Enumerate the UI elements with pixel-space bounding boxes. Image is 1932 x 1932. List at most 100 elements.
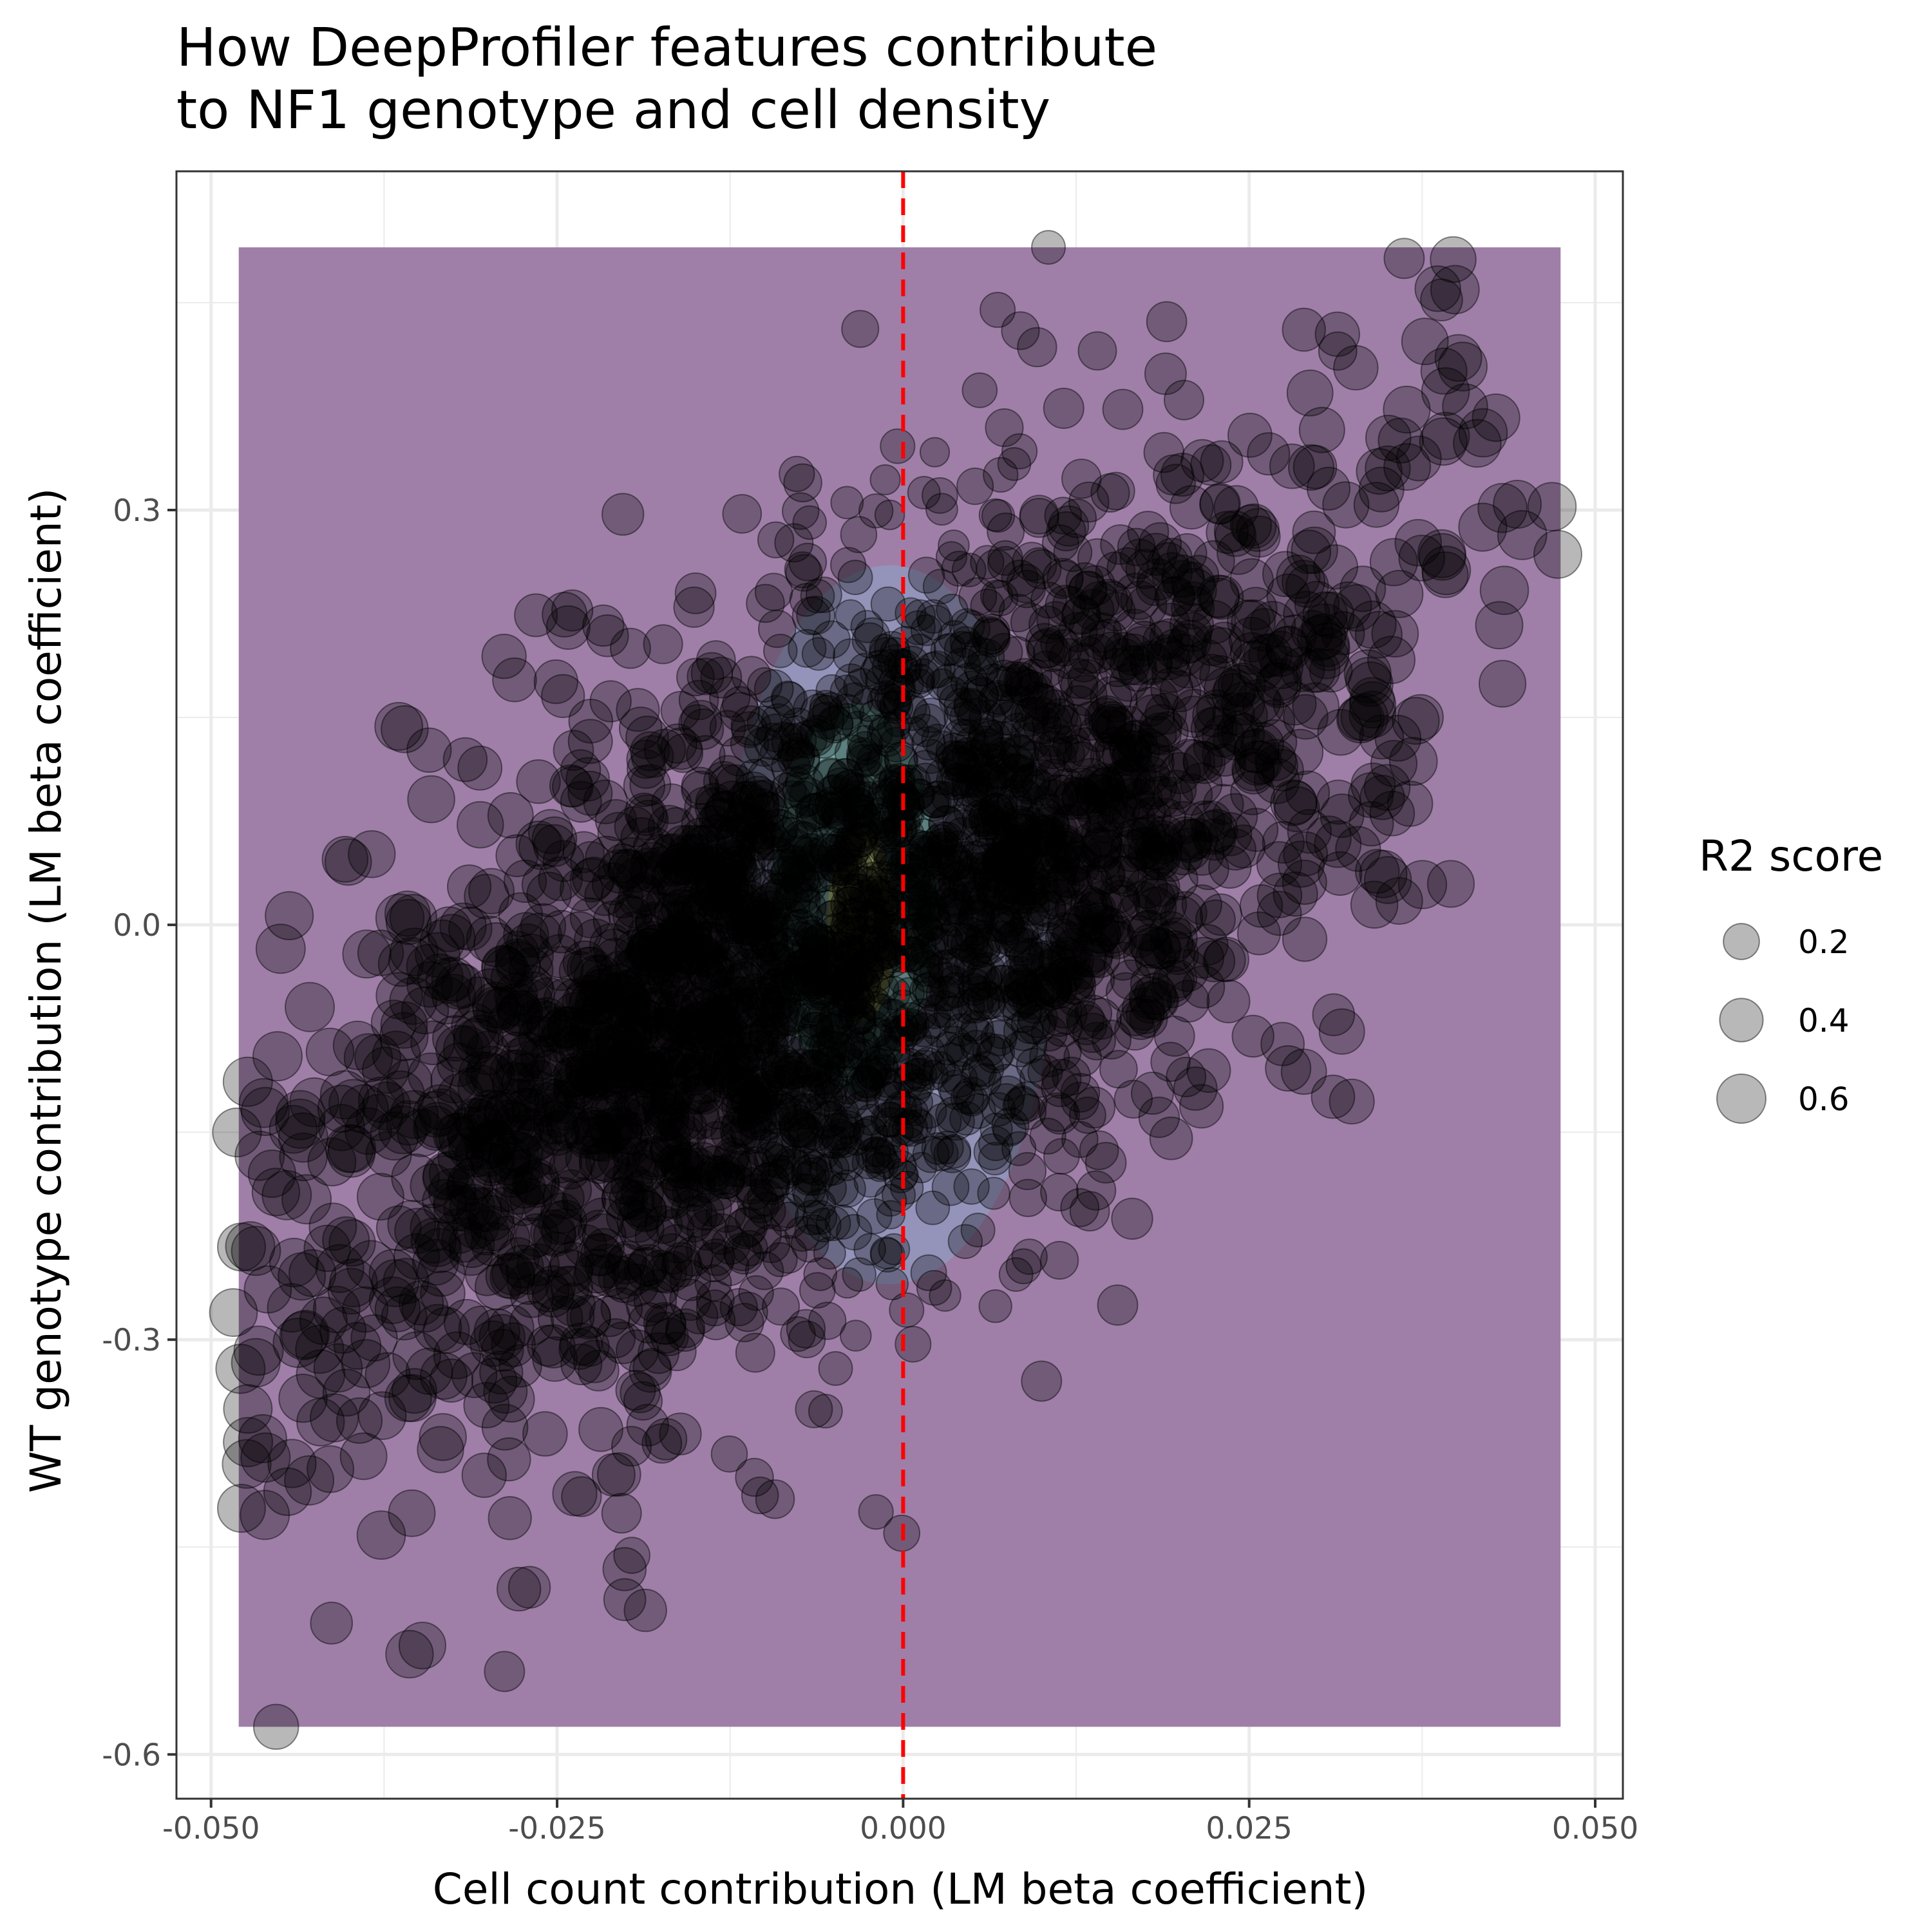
data-point — [483, 1369, 528, 1414]
data-point — [947, 1224, 983, 1260]
data-point — [1094, 726, 1137, 769]
data-point — [1007, 569, 1046, 609]
data-point — [738, 1084, 777, 1124]
x-tick-label: 0.000 — [860, 1811, 947, 1846]
y-tick-label: -0.6 — [102, 1738, 161, 1773]
data-point — [931, 924, 963, 956]
y-tick-label: 0.0 — [113, 908, 161, 943]
data-point — [1117, 645, 1157, 686]
data-point — [488, 1153, 533, 1198]
data-point — [793, 1178, 829, 1214]
data-point — [1203, 784, 1244, 825]
data-point — [1417, 529, 1466, 578]
data-point — [1029, 1117, 1066, 1155]
data-point — [1135, 835, 1179, 878]
data-point — [596, 1452, 641, 1497]
data-point — [985, 684, 1024, 723]
data-point — [918, 1059, 949, 1090]
data-point — [375, 893, 425, 943]
data-point — [522, 1411, 568, 1457]
data-point — [609, 627, 651, 669]
data-point — [447, 1113, 494, 1160]
data-point — [875, 914, 908, 947]
data-point — [585, 1137, 630, 1183]
data-point — [724, 960, 762, 998]
data-point — [634, 1046, 674, 1086]
data-point — [736, 1179, 777, 1220]
data-point — [611, 1012, 654, 1055]
data-point — [967, 981, 1006, 1020]
data-point — [726, 958, 765, 997]
data-point — [621, 998, 665, 1041]
data-point — [533, 824, 576, 867]
data-point — [1353, 482, 1400, 528]
data-point — [700, 656, 743, 699]
data-point — [561, 1476, 602, 1517]
data-point — [481, 945, 527, 991]
data-point — [848, 652, 884, 688]
data-point — [804, 721, 842, 759]
data-point — [716, 845, 756, 884]
data-point — [1144, 692, 1187, 735]
data-point — [531, 816, 578, 862]
data-point — [1112, 734, 1151, 773]
data-point — [916, 599, 951, 634]
data-point — [1082, 773, 1122, 815]
data-point — [750, 923, 789, 962]
data-point — [1144, 352, 1187, 395]
data-point — [998, 868, 1036, 906]
data-point — [410, 1217, 457, 1264]
data-point — [1316, 779, 1361, 825]
data-point — [506, 1248, 552, 1295]
data-point — [718, 1164, 757, 1203]
data-point — [625, 957, 665, 997]
data-point — [887, 797, 923, 832]
data-point — [641, 1423, 683, 1464]
data-point — [736, 813, 777, 854]
data-point — [1269, 443, 1315, 489]
data-point — [624, 934, 667, 976]
data-point — [1149, 618, 1191, 659]
data-point — [357, 1076, 404, 1123]
data-point — [943, 698, 982, 737]
data-point — [929, 806, 967, 844]
data-point — [398, 1622, 447, 1670]
data-point — [1420, 278, 1463, 321]
data-point — [761, 1050, 800, 1090]
data-point — [1102, 388, 1144, 430]
data-point — [468, 1195, 515, 1242]
data-point — [1189, 800, 1233, 843]
data-point — [848, 731, 883, 766]
data-point — [1167, 980, 1210, 1023]
data-point — [906, 1050, 943, 1086]
data-point — [1369, 538, 1418, 587]
chart-title-line-2: to NF1 genotype and cell density — [176, 80, 1051, 141]
data-point — [706, 1059, 747, 1099]
data-point — [943, 687, 982, 726]
data-point — [1278, 840, 1325, 888]
data-point — [688, 878, 726, 916]
data-point — [735, 1457, 774, 1497]
data-point — [798, 1024, 834, 1059]
data-point — [509, 1274, 554, 1318]
data-point — [538, 1200, 583, 1245]
data-point — [743, 788, 780, 826]
data-point — [1195, 899, 1236, 940]
data-point — [927, 923, 964, 960]
data-point — [841, 710, 874, 743]
data-point — [786, 741, 820, 775]
data-point — [902, 882, 939, 919]
data-point — [1016, 972, 1054, 1011]
data-point — [324, 838, 372, 886]
data-point — [614, 935, 658, 979]
data-point — [958, 896, 994, 933]
data-point — [748, 983, 785, 1020]
data-point — [1146, 301, 1188, 343]
data-point — [599, 972, 641, 1014]
data-point — [1027, 1054, 1063, 1090]
data-point — [665, 1308, 706, 1349]
data-point — [1230, 632, 1273, 675]
data-point — [310, 1602, 354, 1645]
data-point — [486, 1001, 533, 1048]
data-point — [1087, 695, 1127, 735]
